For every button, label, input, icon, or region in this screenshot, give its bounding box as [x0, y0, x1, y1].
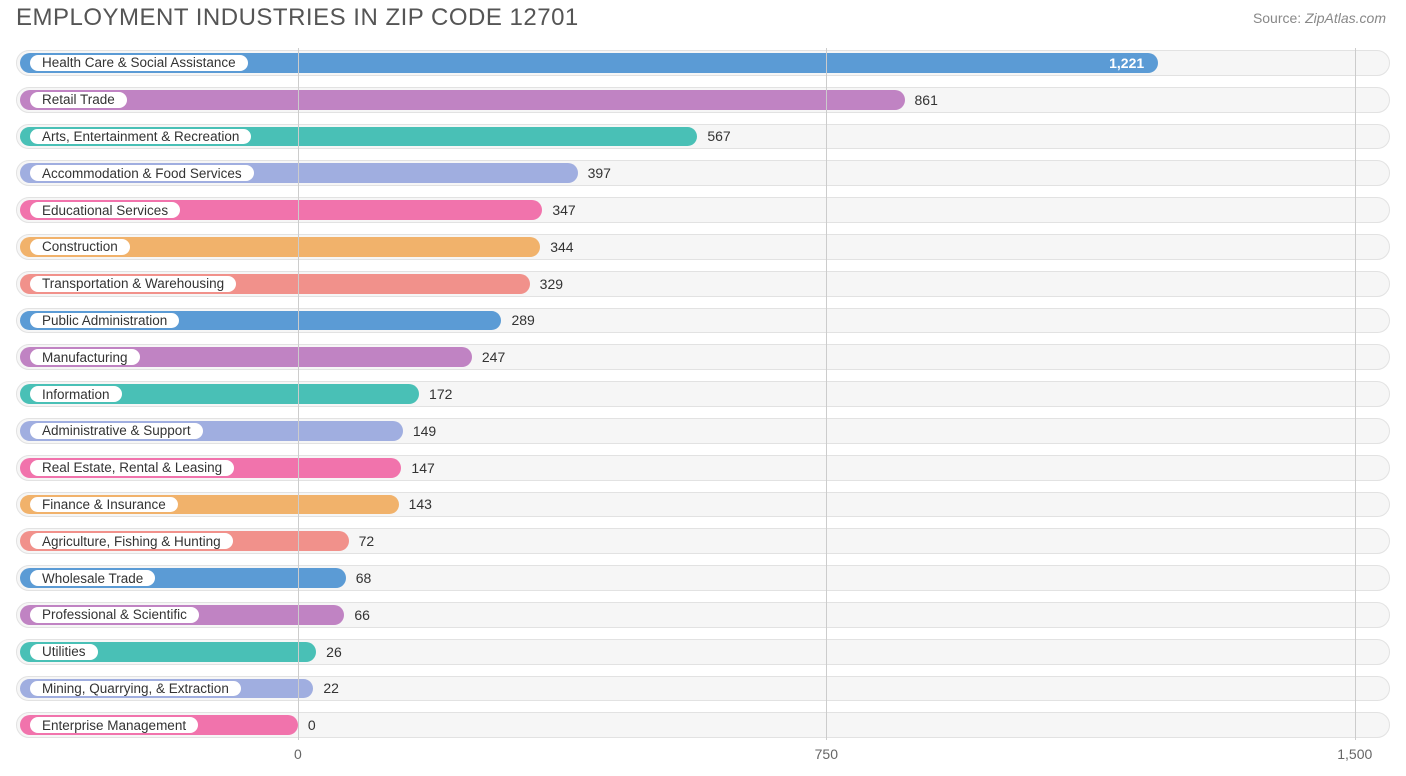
source-attribution: Source: ZipAtlas.com	[1253, 4, 1386, 26]
bar-value-label: 347	[542, 195, 575, 225]
bar-row: Agriculture, Fishing & Hunting 72	[16, 526, 1390, 556]
bar-category-pill: Agriculture, Fishing & Hunting	[30, 533, 233, 549]
bar-category-pill: Educational Services	[30, 202, 180, 218]
bar-category-pill: Retail Trade	[30, 92, 127, 108]
x-axis-tick-label: 0	[294, 746, 302, 762]
bar-value-label: 66	[344, 600, 370, 630]
x-axis: 0 750 1,500	[16, 746, 1390, 766]
chart-title: EMPLOYMENT INDUSTRIES IN ZIP CODE 12701	[16, 4, 579, 32]
bar-row: Administrative & Support 149	[16, 416, 1390, 446]
bar-row: Information 172	[16, 379, 1390, 409]
bar-row: Enterprise Management 0	[16, 710, 1390, 740]
gridline	[826, 48, 827, 740]
bar-category-pill: Transportation & Warehousing	[30, 276, 236, 292]
bar-category-pill: Arts, Entertainment & Recreation	[30, 129, 251, 145]
bar-category-pill: Enterprise Management	[30, 717, 198, 733]
bar-row: Educational Services 347	[16, 195, 1390, 225]
source-name: ZipAtlas.com	[1305, 10, 1386, 26]
bar-row: Mining, Quarrying, & Extraction 22	[16, 674, 1390, 704]
bar-row: Professional & Scientific 66	[16, 600, 1390, 630]
gridline	[298, 48, 299, 740]
bar-value-label: 344	[540, 232, 573, 262]
bar-category-pill: Real Estate, Rental & Leasing	[30, 460, 234, 476]
bar-value-label: 861	[905, 85, 938, 115]
bar-value-label: 329	[530, 269, 563, 299]
bar-row: Wholesale Trade 68	[16, 563, 1390, 593]
bar-value-label: 1,221	[20, 48, 1158, 78]
x-axis-tick-label: 1,500	[1337, 746, 1372, 762]
bar-row: Health Care & Social Assistance1,221	[16, 48, 1390, 78]
bar-value-label: 143	[399, 490, 432, 520]
bar-category-pill: Accommodation & Food Services	[30, 165, 254, 181]
bar-category-pill: Professional & Scientific	[30, 607, 199, 623]
bar-value-label: 567	[697, 122, 730, 152]
bar-row: Manufacturing 247	[16, 342, 1390, 372]
bar-row: Accommodation & Food Services 397	[16, 158, 1390, 188]
bar-row: Public Administration 289	[16, 306, 1390, 336]
bar-row: Retail Trade 861	[16, 85, 1390, 115]
gridline	[1355, 48, 1356, 740]
bar-category-pill: Public Administration	[30, 313, 179, 329]
source-prefix: Source:	[1253, 10, 1301, 26]
bar-row: Construction 344	[16, 232, 1390, 262]
bar-row: Transportation & Warehousing 329	[16, 269, 1390, 299]
bar-row: Finance & Insurance 143	[16, 490, 1390, 520]
bar-value-label: 72	[349, 526, 375, 556]
bar-category-pill: Construction	[30, 239, 130, 255]
bar-category-pill: Administrative & Support	[30, 423, 203, 439]
bar-value-label: 247	[472, 342, 505, 372]
bar-category-pill: Finance & Insurance	[30, 497, 178, 513]
bar-category-pill: Wholesale Trade	[30, 570, 155, 586]
bar-value-label: 147	[401, 453, 434, 483]
bar-value-label: 68	[346, 563, 372, 593]
bar-rows-container: Health Care & Social Assistance1,221 Reta…	[16, 48, 1390, 740]
bar-value-label: 22	[313, 674, 339, 704]
bar-category-pill: Information	[30, 386, 122, 402]
bar-value-label: 172	[419, 379, 452, 409]
bar-category-pill: Manufacturing	[30, 349, 140, 365]
bar-row: Arts, Entertainment & Recreation 567	[16, 122, 1390, 152]
bar-row: Real Estate, Rental & Leasing 147	[16, 453, 1390, 483]
bar-row: Utilities 26	[16, 637, 1390, 667]
bar-value-label: 149	[403, 416, 436, 446]
x-axis-tick-label: 750	[815, 746, 838, 762]
bar-value-label: 397	[578, 158, 611, 188]
bar-category-pill: Utilities	[30, 644, 98, 660]
bar-value-label: 0	[298, 710, 316, 740]
chart-area: Health Care & Social Assistance1,221 Reta…	[16, 48, 1390, 740]
bar-value-label: 26	[316, 637, 342, 667]
bar-category-pill: Mining, Quarrying, & Extraction	[30, 681, 241, 697]
bar-fill	[20, 90, 905, 110]
bar-value-label: 289	[501, 306, 534, 336]
